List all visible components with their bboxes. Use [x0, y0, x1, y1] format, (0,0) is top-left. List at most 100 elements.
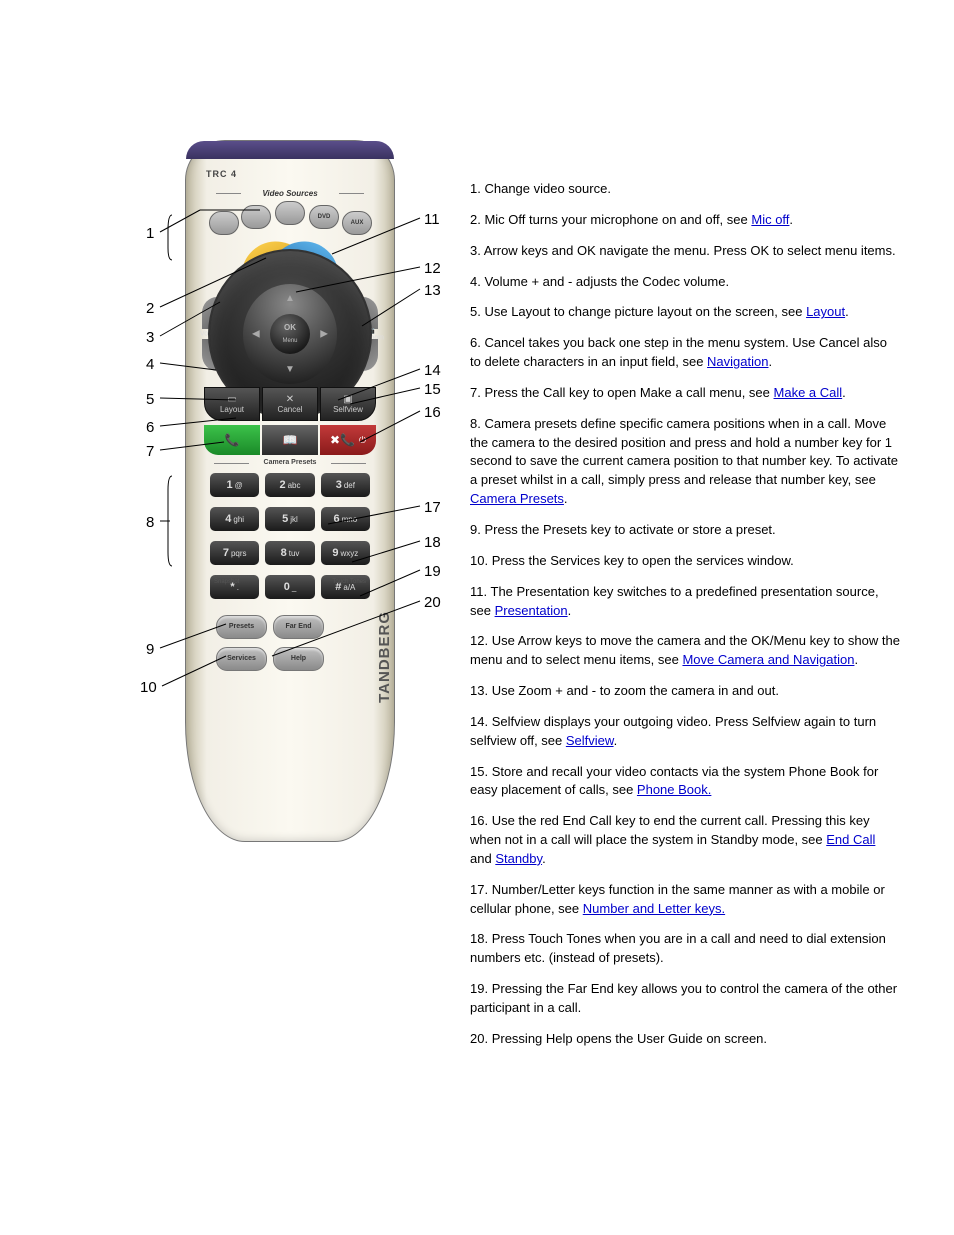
bottom-button-grid: Presets Far End Services Help: [216, 615, 324, 679]
callout-number: 9: [146, 641, 154, 658]
item-text: .: [542, 851, 546, 866]
far-end-button[interactable]: Far End: [273, 615, 324, 639]
inline-link[interactable]: Selfview: [566, 733, 614, 748]
brand-label: TANDBERG: [376, 611, 393, 703]
description-item: 14. Selfview displays your outgoing vide…: [470, 713, 900, 751]
item-text: Mic Off turns your microphone on and off…: [484, 212, 751, 227]
video-source-button[interactable]: DVD: [309, 205, 339, 229]
callout-number: 4: [146, 356, 154, 373]
description-item: 17. Number/Letter keys function in the s…: [470, 881, 900, 919]
key-9[interactable]: 9wxyz: [321, 541, 370, 565]
power-icon: ⏻: [359, 435, 366, 446]
call-button[interactable]: 📞: [204, 425, 260, 455]
callout-number: 5: [146, 391, 154, 408]
layout-button[interactable]: ▭Layout: [204, 387, 260, 421]
description-item: 10. Press the Services key to open the s…: [470, 552, 900, 571]
inline-link[interactable]: End Call: [826, 832, 875, 847]
call-row: 📞 📖 ✖📞⏻: [204, 425, 376, 455]
description-item: 5. Use Layout to change picture layout o…: [470, 303, 900, 322]
description-item: 16. Use the red End Call key to end the …: [470, 812, 900, 869]
key-8[interactable]: 8tuv: [265, 541, 314, 565]
presets-button[interactable]: Presets: [216, 615, 267, 639]
video-source-button[interactable]: AUX: [342, 211, 372, 235]
video-source-button[interactable]: [241, 205, 271, 229]
item-number: 4.: [470, 274, 481, 289]
phonebook-button[interactable]: 📖: [262, 425, 318, 455]
item-text: .: [564, 491, 568, 506]
key-7[interactable]: 7pqrs: [210, 541, 259, 565]
end-call-button[interactable]: ✖📞⏻: [320, 425, 376, 455]
callout-number: 1: [146, 225, 154, 242]
help-button[interactable]: Help: [273, 647, 324, 671]
video-source-button[interactable]: [209, 211, 239, 235]
item-number: 11.: [470, 584, 487, 599]
description-item: 9. Press the Presets key to activate or …: [470, 521, 900, 540]
divider: [339, 193, 364, 194]
inline-link[interactable]: Phone Book.: [637, 782, 711, 797]
inline-link[interactable]: Navigation: [707, 354, 768, 369]
key-4[interactable]: 4ghi: [210, 507, 259, 531]
video-source-button[interactable]: [275, 201, 305, 225]
services-button[interactable]: Services: [216, 647, 267, 671]
description-item: 3. Arrow keys and OK navigate the menu. …: [470, 242, 900, 261]
item-number: 15.: [470, 764, 488, 779]
item-number: 9.: [470, 522, 481, 537]
callout-number: 12: [424, 260, 441, 277]
description-item: 15. Store and recall your video contacts…: [470, 763, 900, 801]
item-number: 14.: [470, 714, 488, 729]
inline-link[interactable]: Layout: [806, 304, 845, 319]
item-text: .: [842, 385, 846, 400]
inline-link[interactable]: Camera Presets: [470, 491, 564, 506]
item-text: Use Zoom + and - to zoom the camera in a…: [492, 683, 779, 698]
book-icon: 📖: [283, 433, 298, 447]
description-item: 4. Volume + and - adjusts the Codec volu…: [470, 273, 900, 292]
item-number: 2.: [470, 212, 481, 227]
camera-presets-label: Camera Presets: [264, 459, 317, 466]
description-item: 12. Use Arrow keys to move the camera an…: [470, 632, 900, 670]
item-number: 18.: [470, 931, 488, 946]
item-number: 3.: [470, 243, 481, 258]
inline-link[interactable]: Move Camera and Navigation: [682, 652, 854, 667]
callout-number: 19: [424, 563, 441, 580]
inline-link[interactable]: Number and Letter keys.: [583, 901, 725, 916]
inline-link[interactable]: Mic off: [751, 212, 789, 227]
item-number: 19.: [470, 981, 488, 996]
arrow-down-icon[interactable]: ▼: [285, 364, 295, 375]
selfview-button[interactable]: ▣Selfview: [320, 387, 376, 421]
key-3[interactable]: 3def: [321, 473, 370, 497]
keypad-sublabels: SnapshotTouch Tones: [214, 579, 366, 585]
item-number: 10.: [470, 553, 488, 568]
phone-icon: 📞: [225, 433, 240, 447]
layout-icon: ▭: [227, 394, 236, 405]
callout-number: 18: [424, 534, 441, 551]
item-number: 20.: [470, 1031, 488, 1046]
inline-link[interactable]: Standby: [495, 851, 542, 866]
item-text: Cancel takes you back one step in the me…: [470, 335, 887, 369]
callout-number: 11: [424, 211, 440, 228]
description-item: 11. The Presentation key switches to a p…: [470, 583, 900, 621]
key-1[interactable]: 1@: [210, 473, 259, 497]
callout-number: 10: [140, 679, 157, 696]
callout-number: 17: [424, 499, 441, 516]
callout-number: 14: [424, 362, 441, 379]
divider: [214, 463, 249, 464]
arrow-left-icon[interactable]: ◀: [252, 329, 260, 340]
item-text: Selfview displays your outgoing video. P…: [470, 714, 876, 748]
inline-link[interactable]: Make a Call: [774, 385, 843, 400]
key-2[interactable]: 2abc: [265, 473, 314, 497]
item-number: 8.: [470, 416, 481, 431]
description-item: 7. Press the Call key to open Make a cal…: [470, 384, 900, 403]
description-item: 1. Change video source.: [470, 180, 900, 199]
key-5[interactable]: 5jkl: [265, 507, 314, 531]
key-6[interactable]: 6mno: [321, 507, 370, 531]
description-item: 2. Mic Off turns your microphone on and …: [470, 211, 900, 230]
cancel-button[interactable]: ✕Cancel: [262, 387, 318, 421]
arrow-right-icon[interactable]: ▶: [320, 329, 328, 340]
description-item: 13. Use Zoom + and - to zoom the camera …: [470, 682, 900, 701]
ok-menu-button[interactable]: OKMenu: [270, 314, 310, 354]
item-text: .: [854, 652, 858, 667]
arrow-up-icon[interactable]: ▲: [285, 293, 295, 304]
description-item: 8. Camera presets define specific camera…: [470, 415, 900, 509]
inline-link[interactable]: Presentation: [495, 603, 568, 618]
selfview-icon: ▣: [343, 394, 352, 405]
